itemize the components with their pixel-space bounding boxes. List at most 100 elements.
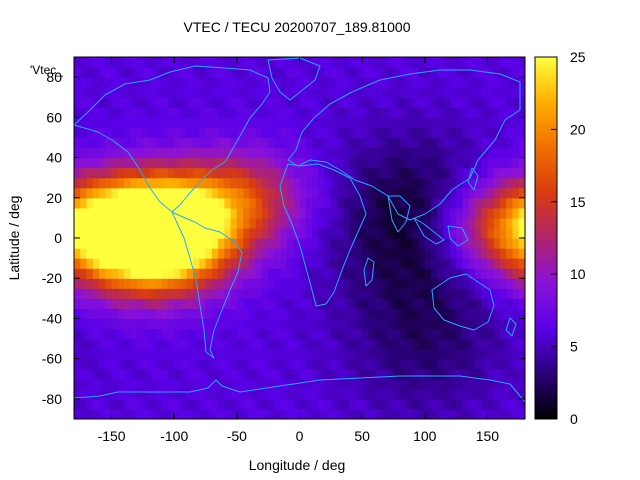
heatmap-cell — [92, 238, 100, 249]
heatmap-cell — [249, 248, 257, 259]
heatmap-cell — [167, 157, 175, 169]
heatmap-cell — [349, 167, 357, 179]
heatmap-cell — [368, 278, 376, 289]
heatmap-cell — [474, 258, 482, 269]
heatmap-cell — [199, 308, 207, 320]
heatmap-cell — [418, 197, 426, 209]
heatmap-cell — [380, 87, 388, 98]
heatmap-cell — [474, 147, 482, 159]
x-tick-label: 100 — [413, 428, 437, 444]
heatmap-cell — [174, 388, 182, 400]
heatmap-cell — [218, 207, 225, 219]
heatmap-cell — [130, 87, 138, 98]
heatmap-cell — [474, 378, 482, 390]
heatmap-cell — [305, 137, 313, 149]
heatmap-cell — [255, 318, 263, 330]
heatmap-cell — [149, 137, 157, 149]
heatmap-cell — [399, 298, 407, 309]
heatmap-cell — [261, 338, 269, 350]
heatmap-cell — [74, 398, 81, 410]
heatmap-cell — [443, 87, 451, 98]
heatmap-cell — [368, 207, 376, 219]
heatmap-cell — [117, 77, 125, 88]
heatmap-cell — [218, 368, 225, 380]
heatmap-cell — [92, 67, 100, 78]
heatmap-cell — [186, 217, 194, 229]
heatmap-cell — [349, 318, 357, 330]
heatmap-cell — [280, 167, 288, 179]
heatmap-cell — [374, 187, 382, 199]
heatmap-cell — [456, 368, 463, 380]
heatmap-cell — [111, 368, 119, 380]
heatmap-cell — [443, 57, 451, 68]
heatmap-cell — [456, 87, 463, 98]
heatmap-cell — [105, 358, 113, 370]
heatmap-cell — [512, 248, 520, 259]
heatmap-cell — [380, 298, 388, 309]
heatmap-cell — [412, 207, 420, 219]
heatmap-cell — [393, 197, 401, 209]
heatmap-cell — [324, 167, 332, 179]
heatmap-cell — [255, 157, 263, 169]
heatmap-cell — [167, 408, 175, 419]
heatmap-cell — [149, 97, 157, 108]
heatmap-cell — [355, 117, 363, 128]
heatmap-cell — [274, 238, 282, 249]
heatmap-cell — [380, 398, 388, 410]
heatmap-cell — [261, 197, 269, 209]
heatmap-cell — [74, 167, 81, 179]
heatmap-cell — [405, 187, 413, 199]
heatmap-cell — [456, 77, 463, 88]
heatmap-cell — [380, 207, 388, 219]
heatmap-cell — [330, 358, 338, 370]
heatmap-cell — [111, 97, 119, 108]
heatmap-cell — [218, 248, 225, 259]
heatmap-cell — [456, 318, 463, 330]
chart-title: VTEC / TECU 20200707_189.81000 — [183, 19, 410, 35]
heatmap-cell — [136, 308, 144, 320]
heatmap-cell — [86, 238, 94, 249]
heatmap-cell — [499, 157, 507, 169]
heatmap-cell — [418, 107, 426, 118]
heatmap-cell — [149, 308, 157, 320]
heatmap-cell — [506, 217, 514, 229]
heatmap-cell — [374, 207, 382, 219]
heatmap-cell — [424, 248, 432, 259]
heatmap-cell — [142, 127, 150, 139]
heatmap-cell — [393, 127, 401, 139]
heatmap-cell — [80, 248, 88, 259]
heatmap-cell — [161, 378, 169, 390]
heatmap-cell — [211, 368, 219, 380]
heatmap-cell — [186, 358, 194, 370]
heatmap-cell — [474, 227, 482, 239]
heatmap-cell — [205, 238, 213, 249]
heatmap-cell — [362, 258, 370, 269]
heatmap-cell — [449, 238, 457, 249]
heatmap-cell — [142, 87, 150, 98]
heatmap-cell — [274, 217, 282, 229]
heatmap-cell — [167, 77, 175, 88]
y-tick-label: -40 — [42, 310, 62, 326]
heatmap-cell — [368, 147, 376, 159]
heatmap-cell — [193, 268, 200, 279]
heatmap-cell — [437, 298, 445, 309]
heatmap-cell — [506, 388, 514, 400]
heatmap-cell — [124, 197, 131, 209]
heatmap-cell — [130, 258, 138, 269]
heatmap-cell — [280, 227, 288, 239]
heatmap-cell — [249, 67, 257, 78]
heatmap-cell — [324, 238, 332, 249]
heatmap-cell — [117, 378, 125, 390]
heatmap-cell — [405, 338, 413, 350]
heatmap-cell — [293, 137, 301, 149]
heatmap-cell — [249, 388, 257, 400]
heatmap-cell — [299, 268, 307, 279]
heatmap-cell — [111, 147, 119, 159]
heatmap-cell — [293, 238, 301, 249]
heatmap-cell — [211, 147, 219, 159]
heatmap-cell — [111, 177, 119, 189]
heatmap-cell — [393, 278, 401, 289]
heatmap-cell — [474, 87, 482, 98]
heatmap-cell — [124, 97, 131, 108]
